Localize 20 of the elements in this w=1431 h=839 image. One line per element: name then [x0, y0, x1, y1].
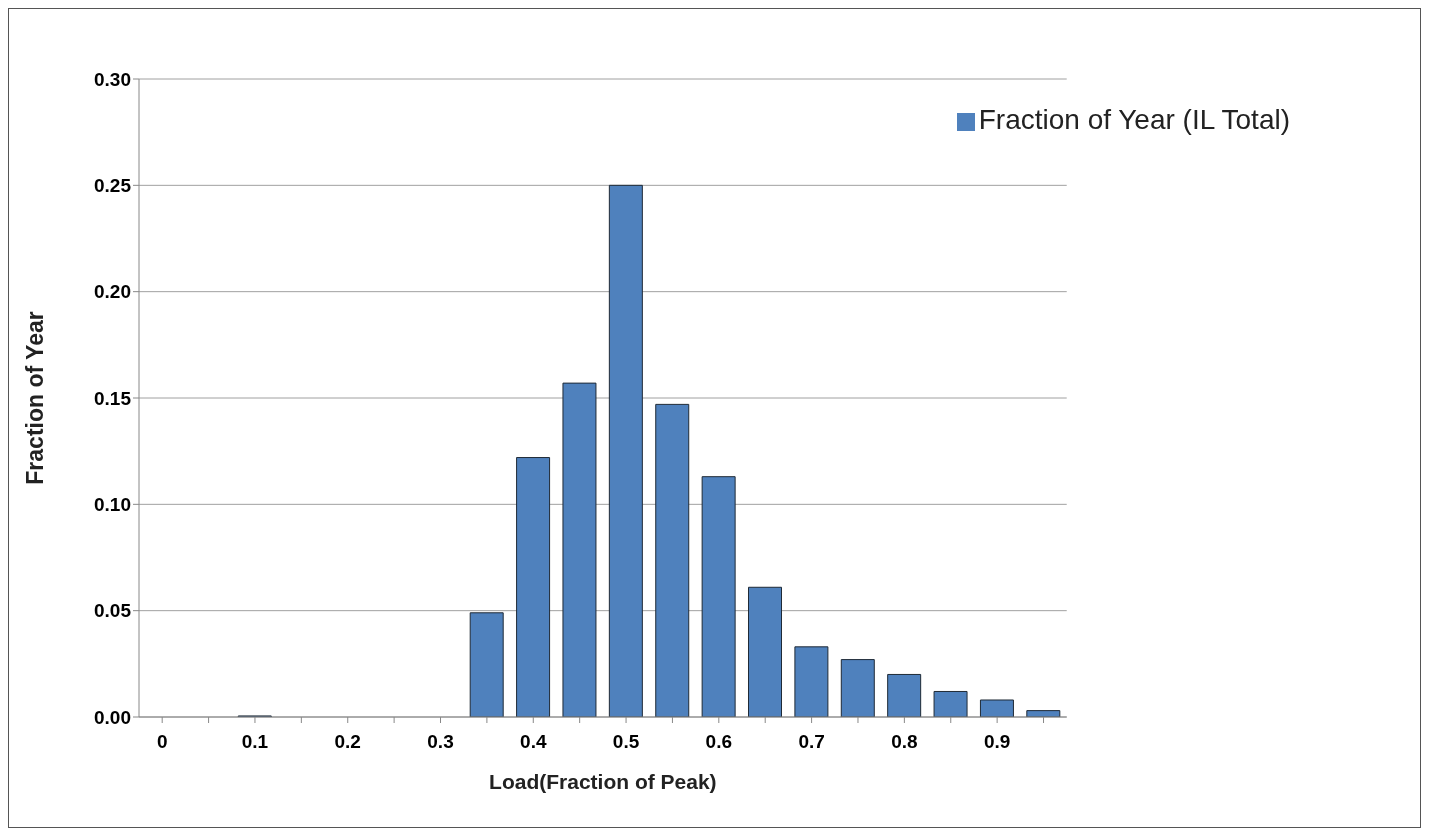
x-tick-label: 0.2 — [334, 731, 361, 753]
legend-label: Fraction of Year (IL Total) — [978, 104, 1290, 135]
y-tick-label: 0.25 — [94, 175, 132, 197]
x-axis-title: Load(Fraction of Peak) — [489, 770, 717, 793]
x-tick-label: 0.1 — [241, 731, 269, 753]
x-tick-label: 0.7 — [798, 731, 825, 753]
x-tick-label: 0.3 — [427, 731, 454, 753]
x-tick-label: 0.5 — [612, 731, 640, 753]
x-tick-label: 0 — [156, 731, 168, 753]
x-tick-label: 0.6 — [705, 731, 733, 753]
y-axis-title: Fraction of Year — [22, 311, 49, 485]
x-tick-label: 0.4 — [520, 731, 547, 753]
x-tick-label: 0.8 — [891, 731, 918, 753]
x-tick-label: 0.9 — [983, 731, 1011, 753]
y-tick-label: 0.00 — [94, 706, 131, 728]
y-tick-label: 0.15 — [94, 387, 132, 409]
y-tick-label: 0.20 — [94, 281, 131, 303]
y-tick-label: 0.05 — [94, 600, 132, 622]
y-tick-label: 0.10 — [94, 494, 131, 516]
y-tick-label: 0.30 — [94, 68, 131, 90]
